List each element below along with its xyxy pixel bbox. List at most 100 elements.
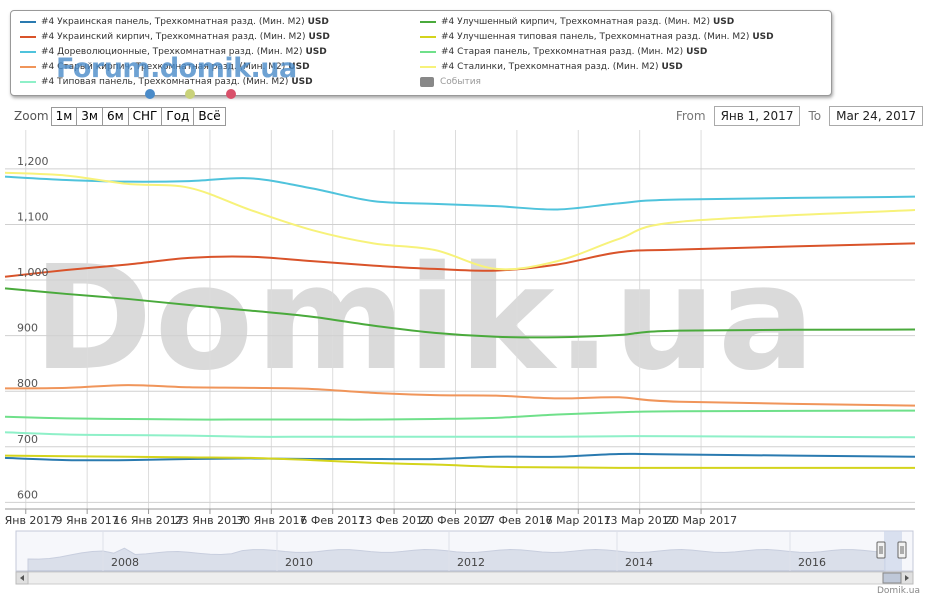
events-label: События: [440, 76, 481, 87]
legend-label: #4 Старый кирпич, Трехкомнатная разд. (М…: [41, 61, 286, 72]
legend-swatch: [20, 35, 36, 38]
x-tick-label: 27 Фев 2017: [481, 514, 553, 527]
zoom-ytd-button[interactable]: СНГ: [127, 106, 163, 126]
handle-body: [897, 541, 907, 559]
legend-swatch: [420, 65, 436, 68]
legend-item-old-brick[interactable]: #4 Старый кирпич, Трехкомнатная разд. (М…: [20, 60, 310, 73]
legend-label: #4 Украинская панель, Трехкомнатная разд…: [41, 16, 305, 27]
x-tick-label: 13 Мар 2017: [604, 514, 676, 527]
series-line-6: [4, 454, 915, 469]
legend-label: #4 Улучшенный кирпич, Трехкомнатная разд…: [441, 16, 710, 27]
zoom-selector: Zoom 1м 3м 6м СНГ Год Всё: [14, 106, 226, 126]
y-tick-label: 900: [17, 322, 38, 335]
x-tick-label: 20 Мар 2017: [665, 514, 737, 527]
scrollbar-thumb: [882, 572, 902, 584]
legend-item-improved-brick[interactable]: #4 Улучшенный кирпич, Трехкомнатная разд…: [420, 15, 734, 28]
zoom-label: Zoom: [14, 109, 49, 123]
date-range: From Янв 1, 2017 To Mar 24, 2017: [668, 106, 923, 126]
zoom-year-button[interactable]: Год: [161, 106, 195, 126]
legend-label: #4 Дореволюционные, Трехкомнатная разд. …: [41, 46, 303, 57]
navigator-year-label: 2008: [111, 556, 139, 569]
scroll-right-arrow-icon: [905, 575, 909, 581]
legend: #4 Украинская панель, Трехкомнатная разд…: [10, 10, 832, 96]
logo-dot-red: [226, 89, 236, 99]
zoom-all-button[interactable]: Всё: [193, 106, 226, 126]
series-line-3: [4, 384, 916, 407]
navigator: 2008 2010 2012 2014 2016: [15, 530, 914, 585]
x-tick-label: 16 Янв 2017: [113, 514, 183, 527]
legend-unit: USD: [288, 61, 310, 72]
legend-item-events[interactable]: События: [420, 75, 481, 88]
series-line-0: [4, 452, 916, 462]
legend-label: #4 Типовая панель, Трехкомнатная разд. (…: [41, 76, 289, 87]
x-tick-label: 6 Фев 2017: [300, 514, 365, 527]
legend-unit: USD: [307, 16, 329, 27]
legend-unit: USD: [308, 31, 330, 42]
y-tick-label: 1,200: [17, 155, 49, 168]
legend-item-old-panel[interactable]: #4 Старая панель, Трехкомнатная разд. (М…: [420, 45, 707, 58]
zoom-6m-button[interactable]: 6м: [101, 106, 129, 126]
footer-credit: Domik.ua: [877, 586, 920, 596]
navigator-scrollbar[interactable]: [15, 571, 914, 585]
legend-item-improved-typical-panel[interactable]: #4 Улучшенная типовая панель, Трехкомнат…: [420, 30, 774, 43]
navigator-year-label: 2016: [798, 556, 826, 569]
x-tick-label: 20 Фев 2017: [420, 514, 492, 527]
handle-body: [876, 541, 886, 559]
series-line-8: [4, 171, 916, 271]
legend-swatch: [420, 50, 436, 53]
legend-item-ukr-brick[interactable]: #4 Украинский кирпич, Трехкомнатная разд…: [20, 30, 330, 43]
x-tick-label: 2 Янв 2017: [0, 514, 57, 527]
legend-unit: USD: [291, 76, 313, 87]
navigator-year-label: 2014: [625, 556, 653, 569]
navigator-year-label: 2012: [457, 556, 485, 569]
legend-unit: USD: [712, 16, 735, 27]
legend-item-typical-panel[interactable]: #4 Типовая панель, Трехкомнатная разд. (…: [20, 75, 313, 88]
legend-swatch: [420, 20, 436, 23]
navigator-series: [27, 547, 886, 572]
y-tick-label: 1,100: [17, 210, 49, 223]
to-label: To: [808, 109, 822, 123]
navigator-left-handle[interactable]: [876, 541, 886, 559]
x-tick-label: 6 Мар 2017: [546, 514, 611, 527]
legend-swatch: [20, 80, 36, 83]
series-line-2: [4, 175, 916, 211]
x-tick-label: 13 Фев 2017: [358, 514, 430, 527]
scroll-left-arrow-icon: [20, 575, 24, 581]
legend-unit: USD: [686, 46, 708, 57]
legend-swatch: [20, 50, 36, 53]
y-tick-label: 1,000: [17, 266, 49, 279]
navigator-selection: [884, 531, 902, 571]
scrollbar-track: [15, 571, 914, 585]
y-tick-label: 700: [17, 433, 38, 446]
series-line-1: [4, 242, 916, 278]
legend-unit: USD: [752, 31, 774, 42]
navigator-right-handle[interactable]: [897, 541, 907, 559]
legend-item-stalinka[interactable]: #4 Сталинки, Трехкомнатная разд. (Мин. M…: [420, 60, 683, 73]
legend-item-prerevolution[interactable]: #4 Дореволюционные, Трехкомнатная разд. …: [20, 45, 327, 58]
from-date-input[interactable]: Янв 1, 2017: [713, 106, 801, 126]
legend-swatch: [20, 65, 36, 68]
legend-unit: USD: [305, 46, 327, 57]
y-tick-label: 800: [17, 377, 38, 390]
logo-dot-yellow: [185, 89, 195, 99]
legend-item-ukr-panel[interactable]: #4 Украинская панель, Трехкомнатная разд…: [20, 15, 329, 28]
x-tick-label: 23 Янв 2017: [175, 514, 245, 527]
legend-swatch: [20, 20, 36, 23]
legend-label: #4 Улучшенная типовая панель, Трехкомнат…: [441, 31, 750, 42]
events-swatch: [420, 76, 434, 87]
legend-unit: USD: [661, 61, 683, 72]
to-date-input[interactable]: Mar 24, 2017: [829, 106, 923, 126]
x-tick-label: 9 Янв 2017: [56, 514, 119, 527]
legend-swatch: [420, 35, 436, 38]
legend-label: #4 Сталинки, Трехкомнатная разд. (Мин. M…: [441, 61, 659, 72]
series-line-7: [4, 409, 916, 421]
legend-label: #4 Украинский кирпич, Трехкомнатная разд…: [41, 31, 306, 42]
from-label: From: [675, 109, 706, 123]
series-line-5: [4, 287, 916, 339]
y-tick-label: 600: [17, 488, 38, 501]
series-line-4: [4, 431, 916, 439]
logo-dot-blue: [145, 89, 155, 99]
navigator-year-label: 2010: [285, 556, 313, 569]
